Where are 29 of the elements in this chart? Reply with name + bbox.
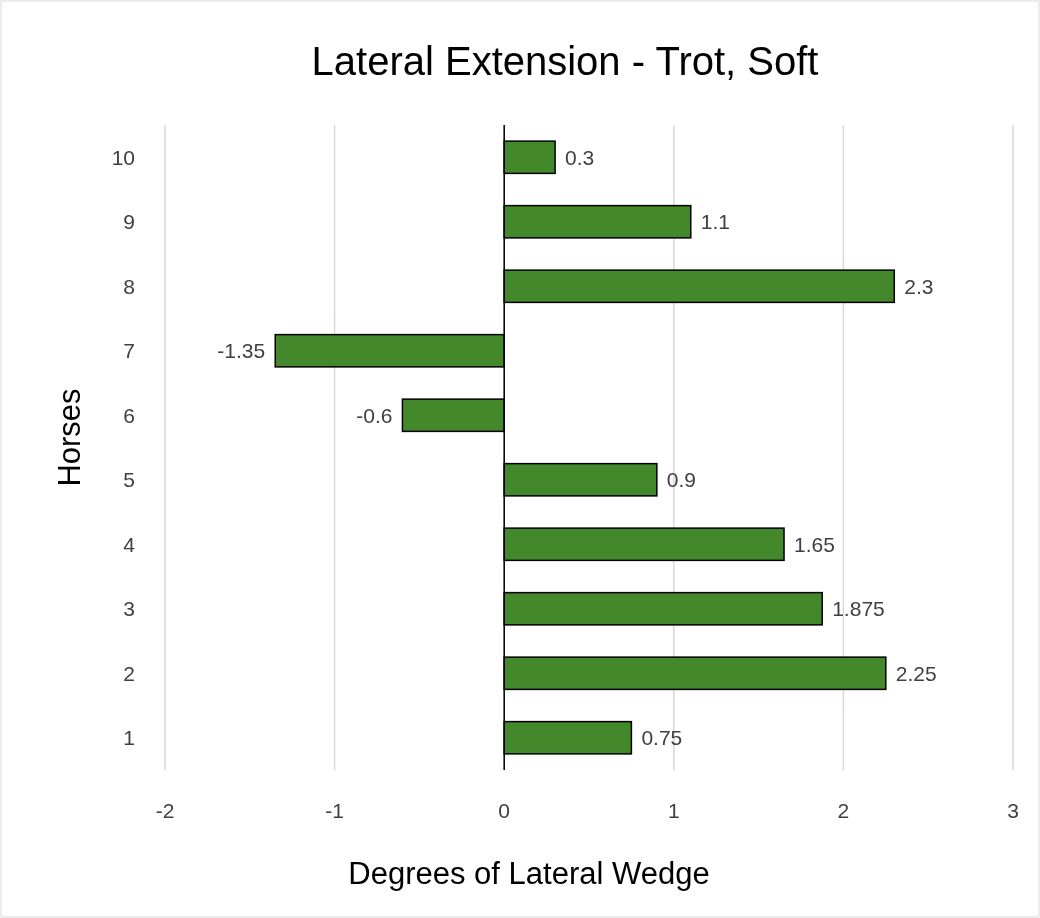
data-label: 2.3 [904, 274, 934, 298]
x-tick-label: 0 [498, 799, 511, 822]
x-tick-label: 2 [837, 799, 850, 822]
y-tick-label: 1 [123, 726, 135, 750]
data-label: 2.25 [895, 661, 937, 685]
y-tick-label: 7 [123, 339, 135, 363]
x-tick-label: 1 [667, 799, 680, 822]
data-label: 1.1 [700, 210, 730, 234]
y-tick-label: 4 [123, 532, 136, 556]
data-label: 0.9 [666, 468, 697, 492]
y-tick-label: 5 [123, 468, 135, 492]
data-label: 0.3 [565, 145, 595, 169]
y-tick-label: 8 [123, 274, 135, 298]
x-tick-label: -2 [155, 799, 175, 822]
y-tick-label: 3 [123, 597, 135, 621]
data-label: 0.75 [641, 726, 683, 750]
x-tick-label: 3 [1007, 799, 1019, 822]
x-tick-label: -1 [325, 799, 344, 822]
data-label: 1.65 [794, 532, 835, 556]
y-tick-label: 10 [111, 145, 135, 169]
data-label: -1.35 [217, 339, 266, 363]
y-tick-label: 2 [123, 661, 135, 685]
x-axis-title: Degrees of Lateral Wedge [348, 856, 710, 891]
data-label: -0.6 [356, 403, 393, 427]
data-label: 1.875 [832, 597, 885, 621]
y-tick-label: 6 [123, 403, 135, 427]
chart-title: Lateral Extension - Trot, Soft [311, 39, 819, 83]
y-axis-title: Horses [52, 388, 87, 487]
y-tick-label: 9 [123, 210, 135, 234]
